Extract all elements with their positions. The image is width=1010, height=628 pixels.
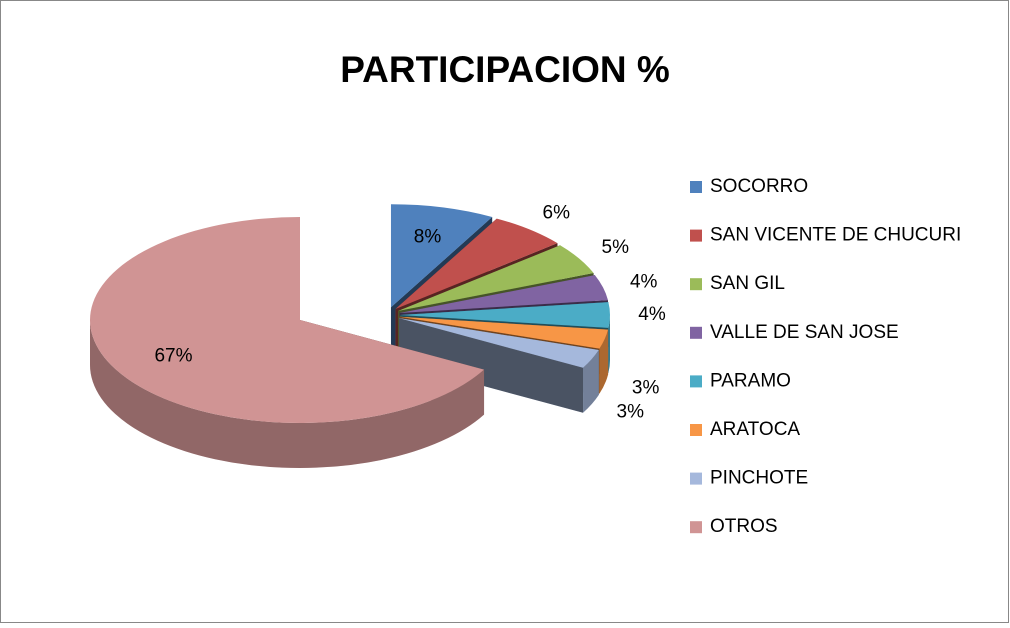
slice-face-shade	[399, 318, 584, 413]
data-label: 3%	[617, 401, 645, 422]
legend-label: SOCORRO	[710, 176, 808, 197]
data-label: 3%	[632, 378, 660, 399]
chart-title: PARTICIPACION %	[340, 49, 670, 90]
data-label: 6%	[543, 203, 571, 224]
slice-top	[90, 217, 485, 423]
slice-top	[400, 302, 610, 328]
slice-top	[390, 204, 493, 308]
legend-label: PINCHOTE	[710, 468, 808, 489]
legend-label: VALLE DE SAN JOSE	[710, 322, 899, 343]
slice-top	[395, 218, 558, 309]
slice-side	[90, 320, 485, 469]
legend-swatch	[690, 229, 702, 242]
legend-swatch	[690, 472, 702, 485]
slice-side	[583, 350, 599, 413]
slice-side-shade	[608, 315, 610, 373]
legend-label: SAN GIL	[710, 273, 785, 294]
slice-side	[599, 329, 609, 394]
legend-label: OTROS	[710, 516, 778, 537]
legend-swatch	[690, 521, 702, 534]
legend-swatch	[690, 181, 702, 193]
slice-side-shade	[599, 329, 609, 394]
data-label: 4%	[630, 271, 658, 292]
legend-swatch	[690, 424, 702, 436]
data-label: 67%	[154, 346, 192, 367]
slice-side-shade	[583, 350, 599, 413]
data-label: 5%	[602, 237, 630, 258]
legend-label: PARAMO	[710, 370, 791, 391]
slice-top	[399, 316, 609, 349]
slice	[399, 318, 599, 413]
slice-top	[399, 275, 608, 314]
legend-label: SAN VICENTE DE CHUCURI	[710, 225, 961, 246]
legend-swatch	[690, 375, 702, 388]
legend-swatch	[690, 326, 702, 339]
legend-label: ARATOCA	[710, 419, 800, 440]
slice-side-shade	[90, 320, 485, 469]
slice-side	[608, 315, 610, 373]
data-label: 8%	[414, 226, 442, 247]
slice-top	[399, 318, 599, 368]
slice	[90, 217, 485, 469]
data-label: 4%	[638, 304, 666, 325]
slice-top	[398, 245, 594, 311]
legend-swatch	[690, 278, 702, 291]
